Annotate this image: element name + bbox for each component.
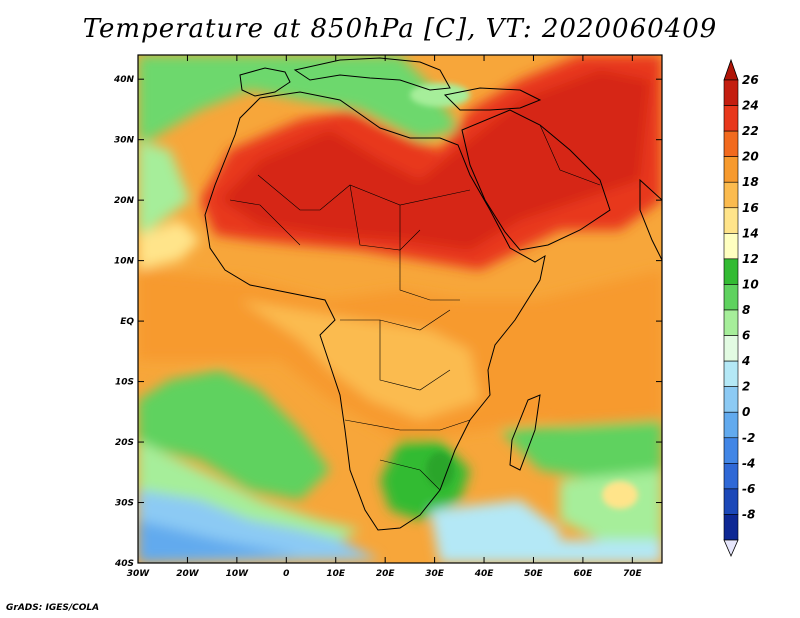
lon-label: 20W [176, 569, 200, 579]
lat-label: 30S [115, 499, 134, 509]
lat-label: 10N [114, 257, 135, 267]
colorbar-label: -6 [742, 482, 755, 496]
lon-label: 0 [283, 569, 289, 579]
colorbar-segment [723, 514, 739, 541]
colorbar-segment [723, 488, 739, 515]
colorbar-segment [723, 233, 739, 260]
lon-label: 30E [425, 569, 445, 579]
lon-label: 10W [226, 569, 250, 579]
colorbar-segment [723, 335, 739, 362]
colorbar-segment [723, 411, 739, 439]
colorbar-label: -8 [742, 507, 755, 521]
lon-label: 70E [623, 569, 643, 579]
lat-label: 10S [115, 378, 134, 388]
lon-label: 10E [326, 569, 346, 579]
lon-label: 60E [574, 569, 594, 579]
colorbar-label: 6 [742, 329, 750, 343]
colorbar-label: 2 [742, 380, 750, 394]
lon-label: 40E [474, 569, 495, 579]
colorbar-segment [723, 386, 739, 413]
lat-label: 20S [115, 438, 134, 448]
colorbar-label: 16 [742, 201, 759, 215]
colorbar-label: 14 [742, 226, 759, 240]
axis-ticks [137, 55, 662, 564]
lat-label: 40N [113, 75, 135, 85]
colorbar-label: 12 [742, 252, 759, 266]
lat-label: 30N [114, 136, 135, 146]
colorbar-label: 8 [742, 303, 750, 317]
country-borders [229, 124, 601, 491]
colorbar-label: -2 [742, 431, 755, 445]
latitude-labels: 40N 30N 20N 10N EQ 10S 20S 30S 40S [113, 75, 135, 569]
colorbar-segment [723, 79, 739, 106]
lat-label: 20N [114, 196, 135, 206]
colorbar-segment [723, 284, 739, 311]
colorbar-segment [723, 207, 739, 234]
colorbar-segment [723, 360, 739, 387]
colorbar-label: 4 [741, 354, 750, 368]
longitude-labels: 30W 20W 10W 0 10E 20E 30E 40E 50E 60E 70E [127, 569, 643, 579]
colorbar-label: -4 [742, 456, 755, 470]
colorbar-label: 24 [742, 99, 759, 113]
colorbar-label: 22 [742, 124, 759, 138]
temperature-field [138, 55, 662, 563]
colorbar-segment [723, 130, 739, 157]
colorbar-label: 18 [742, 175, 759, 189]
colorbar-label: 10 [742, 277, 759, 291]
lat-label: EQ [120, 317, 134, 327]
colorbar-segment [723, 258, 739, 285]
colorbar-label: 0 [742, 405, 750, 419]
grads-credit: GrADS: IGES/COLA [6, 603, 100, 613]
lon-label: 20E [376, 569, 396, 579]
colorbar-segment [723, 437, 739, 464]
colorbar-segment [723, 463, 739, 490]
lon-label: 50E [524, 569, 544, 579]
lon-label: 30W [127, 569, 151, 579]
colorbar-bottom-arrow [723, 539, 739, 557]
colorbar-segment [723, 181, 739, 209]
colorbar-label: 20 [742, 150, 759, 164]
colorbar-top-arrow [723, 58, 739, 81]
colorbar-label: 26 [742, 73, 759, 87]
colorbar-segment [723, 105, 739, 132]
lat-label: 40S [114, 559, 134, 569]
colorbar-segment [723, 309, 739, 336]
chart-title: Temperature at 850hPa [C], VT: 202006040… [82, 14, 718, 44]
colorbar-segment [723, 156, 739, 183]
map-frame [137, 54, 663, 564]
